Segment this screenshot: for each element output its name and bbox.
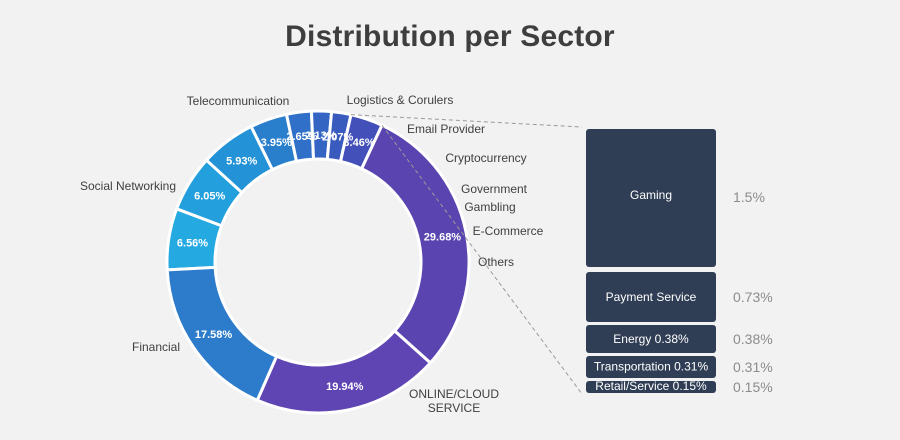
category-label-telecommunication: Telecommunication — [187, 94, 290, 108]
breakdown-label-energy: Energy 0.38% — [613, 332, 689, 346]
breakdown-box-payment-service — [586, 272, 716, 322]
breakdown-value-retail-service: 0.15% — [733, 379, 773, 395]
breakdown-box-energy — [586, 325, 716, 353]
slice-value-online-cloud-service: 29.68% — [424, 232, 462, 244]
slice-value-e-commerce: 2.07% — [322, 132, 353, 144]
breakdown-box-transportation — [586, 356, 716, 378]
slice-value-government: 2.65% — [286, 131, 317, 143]
breakdown-value-transportation: 0.31% — [733, 359, 773, 375]
slice-value-others: 3.46% — [343, 137, 374, 149]
slice-value-gambling: 2.13% — [305, 130, 336, 142]
donut-chart — [165, 109, 471, 415]
breakdown-box-gaming — [586, 129, 716, 267]
category-label-cryptocurrency: Cryptocurrency — [445, 151, 526, 165]
slice-value-logistics-corulers: 6.05% — [194, 191, 225, 203]
slice-financial — [255, 328, 433, 415]
slice-online-cloud-service — [359, 123, 471, 366]
breakdown-value-gaming: 1.5% — [733, 189, 765, 205]
category-label-financial: Financial — [132, 340, 180, 354]
breakdown-label-gaming: Gaming — [630, 188, 672, 202]
category-label-gambling: Gambling — [464, 200, 515, 214]
category-label-social-networking: Social Networking — [80, 179, 176, 193]
breakdown-box-retail-service — [586, 381, 716, 393]
slice-value-telecommunication: 6.56% — [177, 238, 208, 250]
breakdown-label-transportation: Transportation 0.31% — [594, 360, 709, 374]
others-breakdown-bar: Gaming 1.5% Payment Service 0.73% Energy 0.3… — [586, 129, 773, 395]
category-label-e-commerce: E-Commerce — [473, 224, 544, 238]
breakdown-value-payment-service: 0.73% — [733, 289, 773, 305]
slice-value-social-networking: 17.58% — [195, 329, 233, 341]
breakdown-label-payment-service: Payment Service — [606, 290, 697, 304]
slice-value-email-provider: 5.93% — [226, 155, 257, 167]
category-label-government: Government — [461, 182, 528, 196]
category-label-email-provider: Email Provider — [407, 122, 485, 136]
slice-value-financial: 19.94% — [326, 381, 364, 393]
slice-social-networking — [165, 265, 279, 403]
category-label-online-cloud-service: ONLINE/CLOUD SERVICE — [409, 387, 499, 415]
breakdown-connectors — [350, 114, 583, 395]
breakdown-value-energy: 0.38% — [733, 331, 773, 347]
slice-value-cryptocurrency: 3.95% — [261, 137, 292, 149]
category-label-logistics-corulers: Logistics & Corulers — [347, 93, 454, 107]
slice-value-labels: 6.56% 6.05% 5.93% 3.95%2.65%2.13%2.07%3.46%… — [177, 130, 461, 393]
breakdown-label-retail-service: Retail/Service 0.15% — [595, 379, 707, 393]
category-labels: Telecommunication Logistics & Corulers Ema… — [80, 93, 544, 415]
connector-top — [350, 114, 583, 128]
chart-title: Distribution per Sector — [285, 20, 615, 53]
